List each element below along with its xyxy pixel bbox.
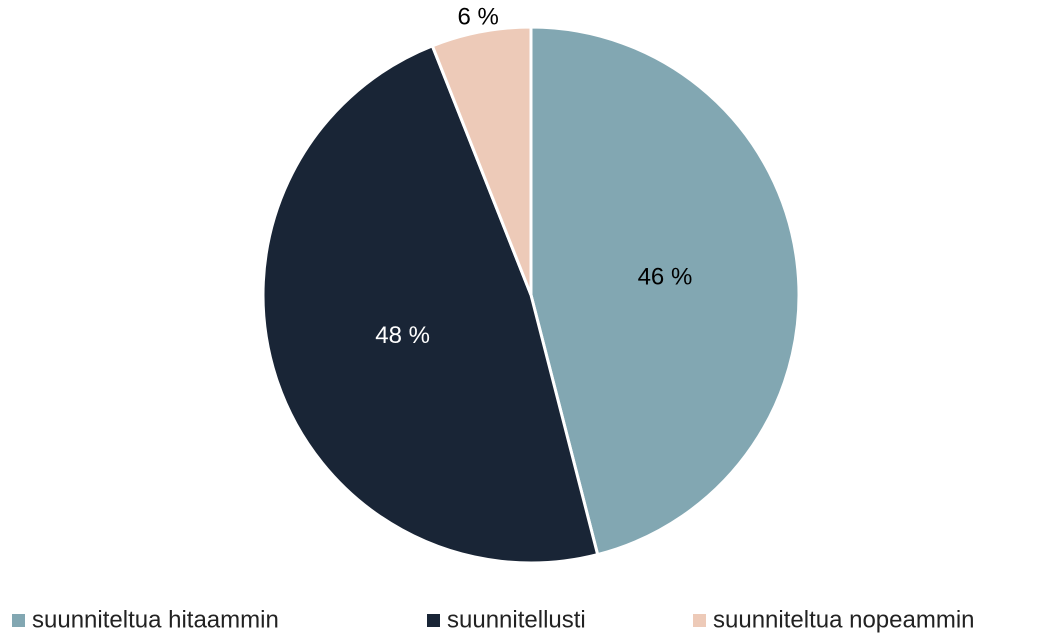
legend-label: suunniteltua nopeammin <box>713 606 975 633</box>
pie-slice <box>529 25 801 557</box>
data-label: 46 % <box>638 263 693 290</box>
legend-label: suunniteltua hitaammin <box>32 606 279 633</box>
pie-slice <box>261 43 600 565</box>
legend-swatch <box>427 614 440 627</box>
legend-swatch <box>693 614 706 627</box>
legend-label: suunnitellusti <box>447 606 586 633</box>
data-label: 6 % <box>457 3 498 30</box>
pie-slice <box>430 25 533 296</box>
legend-swatch <box>12 614 25 627</box>
data-label: 48 % <box>375 322 430 349</box>
